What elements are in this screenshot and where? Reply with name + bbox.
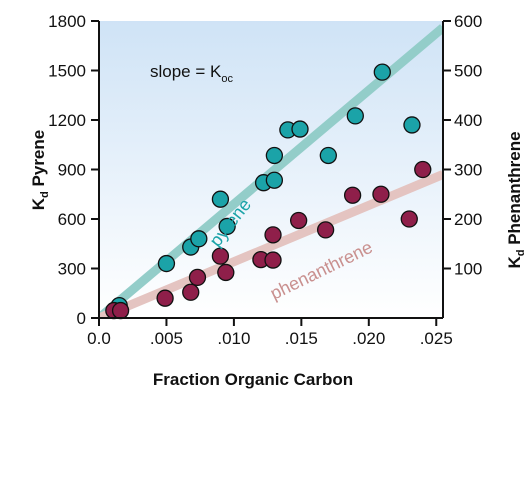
slope-annotation-main: slope = K	[150, 62, 222, 81]
point-phenanthrene	[372, 185, 390, 203]
x-axis-title: Fraction Organic Carbon	[153, 370, 353, 389]
point-phenanthrene	[156, 289, 174, 307]
point-pyrene	[157, 254, 176, 273]
data-points	[105, 63, 432, 320]
y-right-tick-label: 400	[454, 111, 482, 130]
point-phenanthrene	[414, 160, 432, 179]
point-phenanthrene	[217, 263, 235, 282]
point-pyrene	[190, 230, 208, 248]
slope-annotation-sub: oc	[221, 73, 233, 85]
y-left-tick-label: 1500	[48, 62, 86, 81]
point-pyrene	[265, 146, 284, 165]
point-pyrene	[291, 120, 309, 138]
y-left-title-sub: d	[39, 191, 51, 198]
point-pyrene	[265, 171, 284, 189]
x-tick-label: .015	[285, 329, 318, 348]
x-tick-label: .025	[420, 329, 453, 348]
y-right-title-rest: Phenanthrene	[505, 131, 524, 249]
point-phenanthrene	[343, 186, 362, 204]
y-left-tick-label: 300	[58, 260, 86, 279]
axis-ticks: 0.0 .005 .010 .015 .020 .025 0 300 600 900 1200 150…	[48, 12, 482, 348]
y-right-tick-label: 500	[454, 62, 482, 81]
y-left-tick-label: 0	[77, 309, 86, 328]
y-right-tick-label: 100	[454, 260, 482, 279]
point-phenanthrene	[316, 221, 335, 239]
y-left-title-main: K	[29, 197, 48, 210]
x-tick-label: .010	[217, 329, 250, 348]
point-pyrene	[403, 116, 421, 134]
y-left-title-rest: Pyrene	[29, 130, 48, 191]
y-right-title-main: K	[505, 256, 524, 269]
point-pyrene	[346, 107, 364, 125]
y-left-tick-label: 600	[58, 210, 86, 229]
y-left-tick-label: 1800	[48, 12, 86, 31]
y-left-tick-label: 900	[58, 161, 86, 180]
point-phenanthrene	[290, 211, 308, 230]
x-tick-label: .005	[150, 329, 183, 348]
point-phenanthrene	[111, 301, 130, 320]
y-right-title-sub: d	[515, 250, 527, 257]
point-pyrene	[319, 146, 337, 165]
point-phenanthrene	[182, 283, 200, 301]
y-right-tick-label: 200	[454, 210, 482, 229]
point-phenanthrene	[211, 247, 230, 265]
y-axis-title-left: Kd Pyrene	[29, 130, 51, 210]
y-right-tick-label: 300	[454, 161, 482, 180]
point-pyrene	[373, 63, 391, 81]
point-phenanthrene	[188, 268, 207, 287]
x-tick-label: 0.0	[87, 329, 111, 348]
y-axis-title-right: Kd Phenanthrene	[505, 131, 527, 268]
y-left-tick-label: 1200	[48, 111, 86, 130]
point-pyrene	[211, 190, 230, 208]
y-right-tick-label: 600	[454, 12, 482, 31]
slope-annotation: slope = Koc	[150, 62, 233, 85]
x-tick-label: .020	[352, 329, 385, 348]
point-phenanthrene	[264, 251, 282, 269]
point-phenanthrene	[400, 210, 418, 228]
point-phenanthrene	[264, 226, 282, 244]
point-pyrene	[218, 217, 236, 236]
